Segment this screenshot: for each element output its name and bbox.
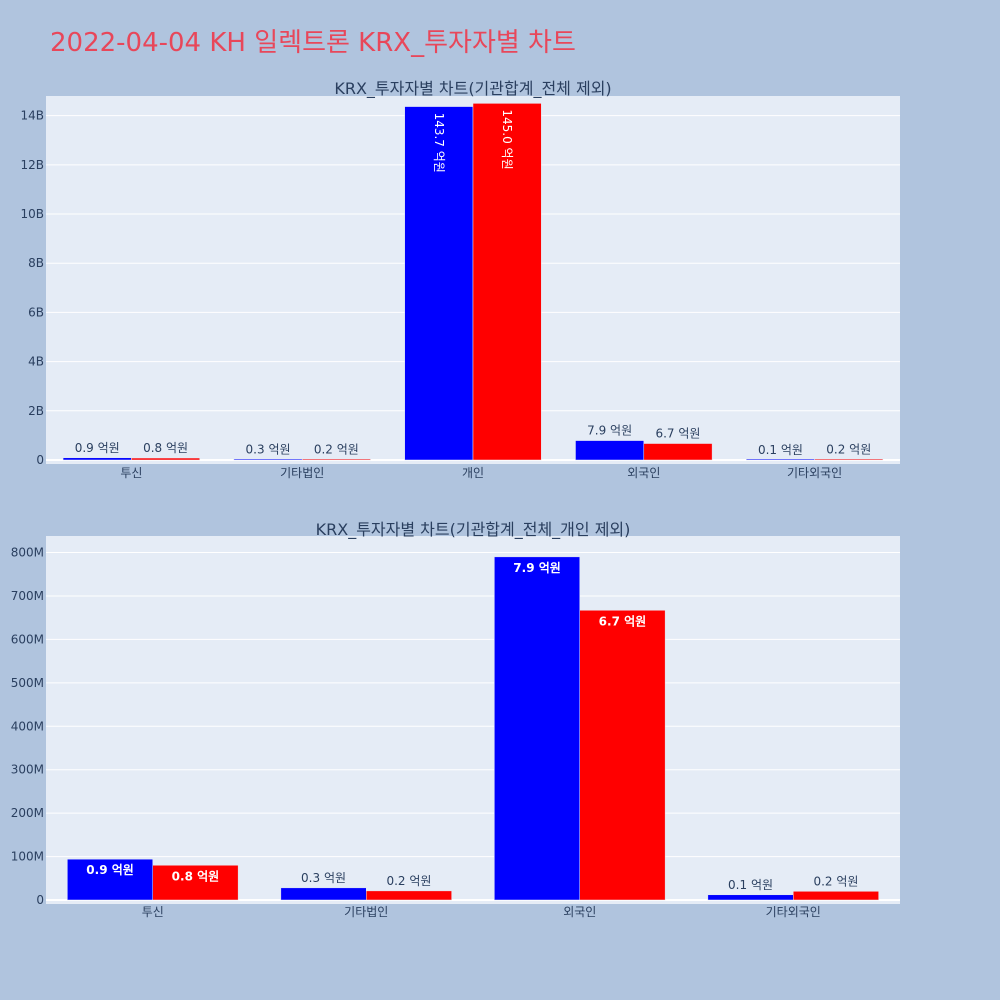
y-tick-label: 10B xyxy=(20,207,44,221)
sell-bar xyxy=(131,457,200,461)
data-label: 143.7 억원 xyxy=(432,113,446,173)
data-label: 0.3 억원 xyxy=(301,871,346,885)
y-tick-label: 400M xyxy=(11,719,44,733)
y-tick-label: 8B xyxy=(28,256,44,270)
x-tick-label: 투신 xyxy=(120,466,142,480)
y-tick-label: 600M xyxy=(11,632,44,646)
sell-bar xyxy=(366,890,452,901)
buy-bar xyxy=(575,440,645,461)
x-tick-label: 기타법인 xyxy=(280,466,324,480)
data-label: 0.3 억원 xyxy=(246,442,291,456)
x-tick-label: 기타외국인 xyxy=(766,905,821,919)
data-label: 0.2 억원 xyxy=(314,443,359,457)
data-label: 0.1 억원 xyxy=(728,878,773,892)
y-tick-label: 0 xyxy=(36,893,44,907)
chart-title: KRX_투자자별 차트(기관합계_전체 제외) xyxy=(334,79,611,99)
page-title: 2022-04-04 KH 일렉트론 KRX_투자자별 차트 xyxy=(50,28,576,58)
x-tick-label: 외국인 xyxy=(627,466,660,480)
sell-bar xyxy=(301,458,371,461)
y-tick-label: 2B xyxy=(28,404,44,418)
buy-bar xyxy=(746,458,815,461)
x-tick-label: 개인 xyxy=(462,466,484,480)
y-tick-label: 100M xyxy=(11,850,44,864)
plot-area-2 xyxy=(46,536,900,904)
data-label: 0.9 억원 xyxy=(86,863,134,877)
data-label: 7.9 억원 xyxy=(513,561,561,575)
y-tick-label: 12B xyxy=(20,158,44,172)
data-label: 0.8 억원 xyxy=(143,441,188,455)
buy-bar xyxy=(280,887,367,901)
y-tick-label: 0 xyxy=(36,453,44,467)
buy-bar xyxy=(494,556,581,901)
sell-bar xyxy=(472,103,542,461)
data-label: 0.1 억원 xyxy=(758,443,803,457)
sell-bar xyxy=(152,865,239,901)
sell-bar xyxy=(643,443,713,461)
y-tick-label: 4B xyxy=(28,355,44,369)
sell-bar xyxy=(793,891,879,901)
sell-bar xyxy=(579,610,666,901)
data-label: 7.9 억원 xyxy=(587,424,632,438)
y-tick-label: 700M xyxy=(11,589,44,603)
x-tick-label: 외국인 xyxy=(563,905,596,919)
data-label: 145.0 억원 xyxy=(500,109,514,169)
buy-bar xyxy=(233,458,303,461)
buy-bar xyxy=(67,858,153,901)
data-label: 0.2 억원 xyxy=(826,443,871,457)
x-tick-label: 투신 xyxy=(142,905,164,919)
y-tick-label: 6B xyxy=(28,305,44,319)
y-tick-label: 500M xyxy=(11,676,44,690)
data-label: 0.2 억원 xyxy=(386,874,431,888)
buy-bar xyxy=(62,457,132,461)
data-label: 6.7 억원 xyxy=(655,427,700,441)
x-tick-label: 기타외국인 xyxy=(787,466,842,480)
y-tick-label: 200M xyxy=(11,806,44,820)
y-tick-label: 300M xyxy=(11,763,44,777)
sell-bar xyxy=(814,458,884,461)
data-label: 0.9 억원 xyxy=(75,441,120,455)
data-label: 6.7 억원 xyxy=(599,614,647,628)
chart-title: KRX_투자자별 차트(기관합계_전체_개인 제외) xyxy=(316,520,631,540)
y-tick-label: 14B xyxy=(20,109,44,123)
data-label: 0.2 억원 xyxy=(813,874,858,888)
y-tick-label: 800M xyxy=(11,546,44,560)
x-tick-label: 기타법인 xyxy=(344,905,388,919)
buy-bar xyxy=(404,106,474,461)
data-label: 0.8 억원 xyxy=(172,869,220,883)
buy-bar xyxy=(707,894,794,901)
